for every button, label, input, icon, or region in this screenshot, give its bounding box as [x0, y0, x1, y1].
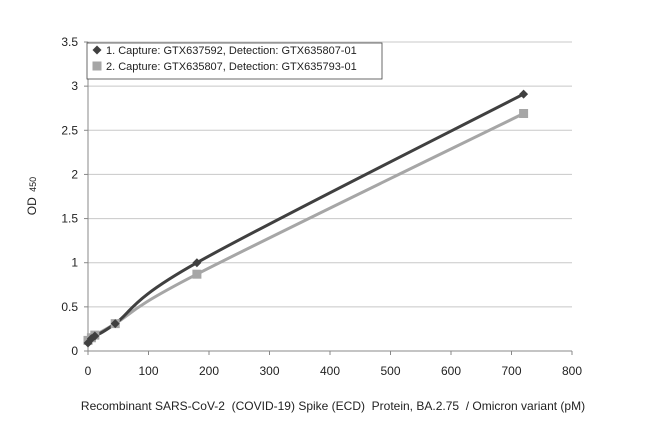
- x-tick-label: 700: [501, 364, 521, 378]
- axes: [84, 41, 573, 355]
- series-1-point: [519, 89, 529, 99]
- x-tick-label: 400: [320, 364, 340, 378]
- series-1-point: [192, 258, 202, 268]
- legend-marker-2: [92, 61, 102, 71]
- x-axis-label: Recombinant SARS-CoV-2 (COVID-19) Spike …: [81, 399, 585, 413]
- series-2-point: [519, 109, 529, 119]
- y-tick-label: 3.5: [61, 35, 78, 49]
- x-tick-label: 600: [441, 364, 461, 378]
- y-tick-label: 2.5: [61, 123, 78, 137]
- x-tick-label: 300: [259, 364, 279, 378]
- x-tick-label: 800: [562, 364, 582, 378]
- x-tick-label: 200: [199, 364, 219, 378]
- y-tick-label: 1.5: [61, 212, 78, 226]
- legend: 1. Capture: GTX637592, Detection: GTX635…: [86, 42, 383, 80]
- series-2-point: [192, 269, 202, 279]
- y-tick-label: 0.5: [61, 300, 78, 314]
- series-1-point: [90, 331, 100, 341]
- x-tick-label: 0: [85, 364, 92, 378]
- legend-marker-1: [92, 45, 102, 55]
- y-tick-label: 0: [71, 344, 78, 358]
- y-tick-label: 1: [71, 256, 78, 270]
- x-tick-label: 500: [380, 364, 400, 378]
- gridlines: [88, 41, 572, 308]
- y-axis-label: OD 450: [25, 177, 39, 215]
- y-tick-labels: 0 0.5 1 1.5 2 2.5 3 3.5: [61, 35, 78, 358]
- legend-items: 1. Capture: GTX637592, Detection: GTX635…: [92, 45, 357, 73]
- y-axis-label-subscript: 450: [28, 177, 38, 192]
- x-tick-labels: 0 100 200 300 400 500 600 700 800: [85, 364, 583, 378]
- y-axis-label-main: OD: [25, 197, 39, 215]
- legend-box: [86, 42, 383, 80]
- legend-label-1: 1. Capture: GTX637592, Detection: GTX635…: [106, 45, 357, 57]
- x-tick-label: 100: [138, 364, 158, 378]
- series-markers: [83, 89, 529, 348]
- y-tick-label: 2: [71, 167, 78, 181]
- series-1-point: [110, 319, 120, 329]
- y-tick-label: 3: [71, 79, 78, 93]
- legend-label-2: 2. Capture: GTX635807, Detection: GTX635…: [106, 61, 357, 73]
